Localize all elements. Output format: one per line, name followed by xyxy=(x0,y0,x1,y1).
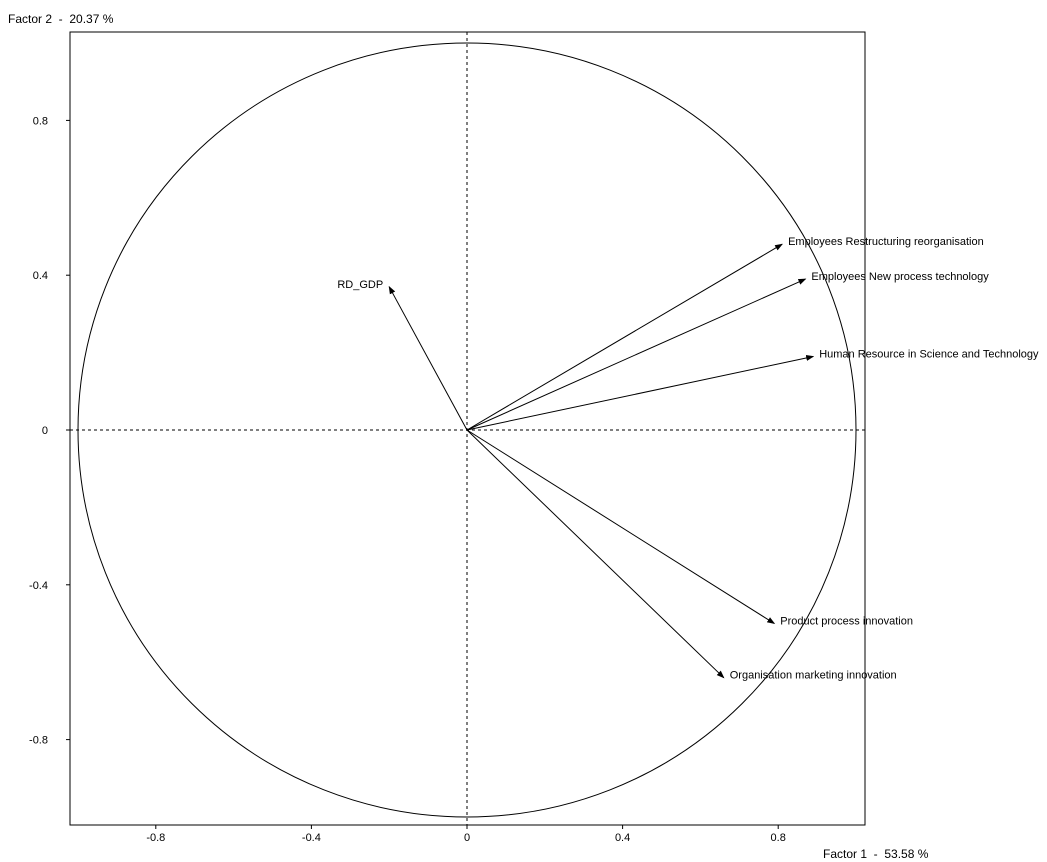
y-tick-label: 0.4 xyxy=(33,270,48,282)
vector-arrow xyxy=(466,278,807,431)
vector-label: RD_GDP xyxy=(337,279,383,291)
x-tick-label: 0.4 xyxy=(615,832,630,844)
y-tick-label: 0 xyxy=(42,425,48,437)
vector-label: Human Resource in Science and Technology xyxy=(819,348,1039,360)
vector-arrow xyxy=(388,285,468,431)
x-axis-title: Factor 1 - 53.58 % xyxy=(823,847,929,861)
x-tick-label: -0.4 xyxy=(302,832,321,844)
x-tick-label: -0.8 xyxy=(146,832,165,844)
x-tick-label: 0.8 xyxy=(771,832,786,844)
vector-arrow xyxy=(466,429,725,679)
vector-label: Product process innovation xyxy=(780,616,913,628)
vector-label: Employees Restructuring reorganisation xyxy=(788,236,984,248)
y-axis-title: Factor 2 - 20.37 % xyxy=(8,12,114,26)
vector-arrow xyxy=(466,429,776,625)
y-tick-label: -0.8 xyxy=(29,735,48,747)
x-tick-label: 0 xyxy=(464,832,470,844)
vector-arrow xyxy=(466,243,783,431)
unit-circle xyxy=(77,42,857,818)
vector-label: Employees New process technology xyxy=(811,271,989,283)
vector-label: Organisation marketing innovation xyxy=(730,670,897,682)
y-tick-label: -0.4 xyxy=(29,580,48,592)
vector-arrow xyxy=(466,354,815,431)
y-tick-label: 0.8 xyxy=(33,115,48,127)
